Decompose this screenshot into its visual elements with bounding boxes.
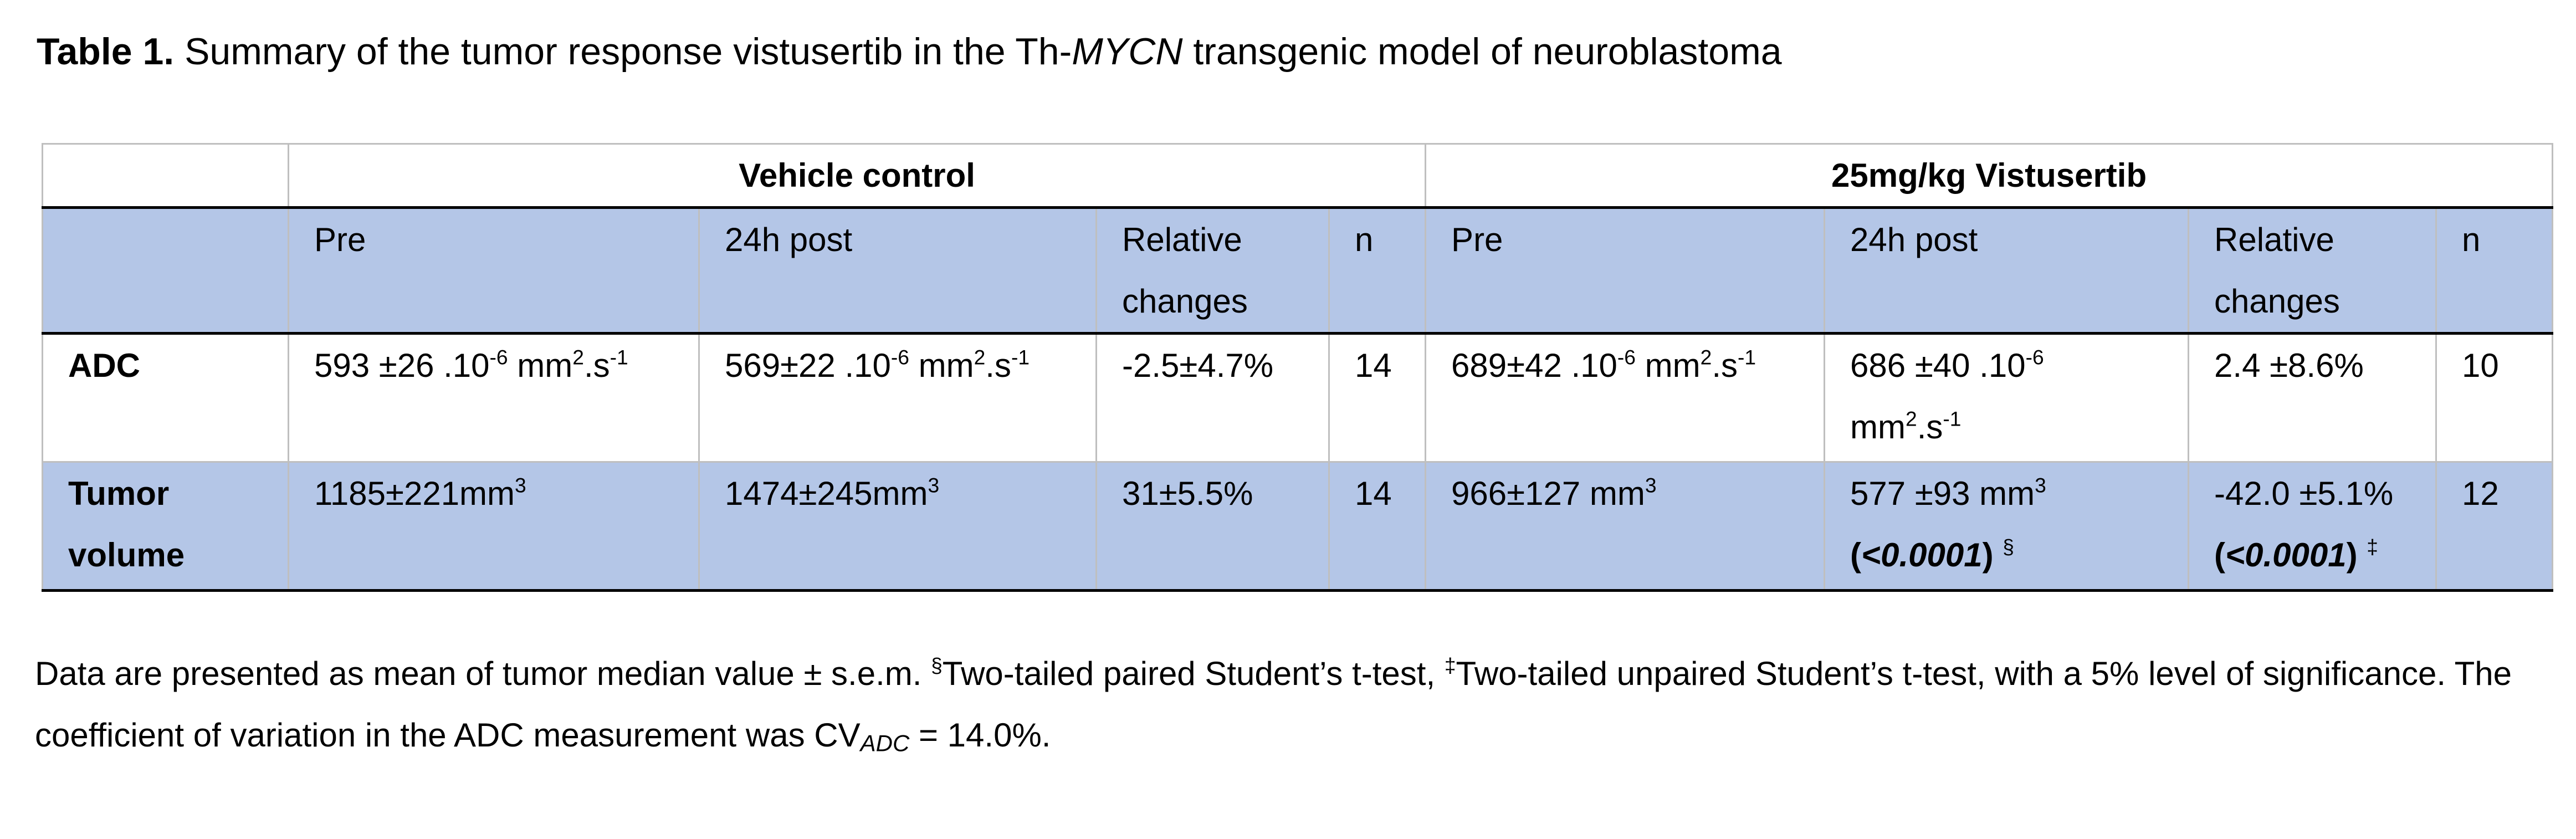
subscript: ADC [860,730,910,756]
cell-text: <0.0001 [2225,536,2347,574]
column-header: 24h post [698,207,1097,335]
data-row: ADC 593 ±26 .10-6 mm2.s-1 569±22 .10-6 m… [42,333,2554,463]
column-header: n [1328,207,1427,335]
superscript: -1 [1943,407,1962,431]
superscript: 2 [974,345,986,369]
cell: -2.5±4.7% [1095,333,1330,463]
cell: 689±42 .10-6 mm2.s-1 [1425,333,1826,463]
cell-text: ( [1850,536,1862,574]
superscript: -6 [489,345,508,369]
cell-text: .s [1712,347,1738,384]
data-row: Tumor volume 1185±221mm3 1474±245mm3 31±… [42,462,2554,592]
title-text: transgenic model of neuroblastoma [1182,30,1782,73]
footnote-text: Data are presented as mean of tumor medi… [35,655,931,692]
superscript: -1 [1737,345,1756,369]
superscript: 2 [1700,345,1712,369]
row-label: Tumor volume [42,462,289,592]
superscript: -6 [890,345,909,369]
superscript: 3 [928,473,940,497]
cell-text: 569±22 .10 [725,347,891,384]
cell: 10 [2435,333,2554,463]
group-header: Vehicle control [287,143,1427,209]
column-header: Relative changes [2188,207,2437,335]
empty-cell [42,143,289,209]
cell-text: 686 ±40 .10 [1850,347,2026,384]
cell: 577 ±93 mm3 (<0.0001) § [1824,462,2190,592]
superscript: -6 [2025,345,2044,369]
cell-text: ) [1982,536,1994,574]
superscript: -6 [1617,345,1636,369]
column-header: Relative changes [1095,207,1330,335]
superscript: -1 [610,345,628,369]
cell-text: ) [2346,536,2358,574]
cell-text: 1474±245mm [725,475,928,512]
footnote-mark: ‡ [2367,535,2378,559]
footnote-text: = 14.0%. [909,717,1051,754]
p-value: (<0.0001) [1850,536,1994,574]
superscript: -1 [1011,345,1030,369]
column-header: n [2435,207,2554,335]
cell-text: -42.0 ±5.1% [2214,475,2394,512]
cell: 966±127 mm3 [1425,462,1826,592]
footnote-text: Two-tailed unpaired Student’s t-test, wi… [35,655,2512,754]
cell-text: 966±127 mm [1451,475,1645,512]
cell-text: mm [508,347,573,384]
cell-text: .s [1917,408,1943,446]
cell-text: <0.0001 [1861,536,1983,574]
cell-text: ( [2214,536,2226,574]
column-header: Pre [1425,207,1826,335]
title-text: Summary of the tumor response vistuserti… [174,30,1072,73]
row-label: ADC [42,333,289,463]
column-header-row: Pre 24h post Relative changes n Pre 24h … [42,207,2554,335]
summary-table: Vehicle control 25mg/kg Vistusertib Pre … [42,143,2554,592]
superscript: 3 [1645,473,1657,497]
table-title: Table 1. Summary of the tumor response v… [37,30,1782,73]
cell: 686 ±40 .10-6 mm2.s-1 [1824,333,2190,463]
group-header-row: Vehicle control 25mg/kg Vistusertib [42,143,2554,209]
superscript: 3 [515,473,526,497]
cell: 14 [1328,333,1427,463]
cell: 31±5.5% [1095,462,1330,592]
footnote: Data are presented as mean of tumor medi… [35,643,2545,766]
cell: 2.4 ±8.6% [2188,333,2437,463]
cell: 12 [2435,462,2554,592]
cell: 1474±245mm3 [698,462,1097,592]
cell-text: 689±42 .10 [1451,347,1617,384]
column-header: Pre [288,207,700,335]
group-header: 25mg/kg Vistusertib [1425,143,2554,209]
cell: 14 [1328,462,1427,592]
title-label: Table 1. [37,30,175,73]
footnote-mark: ‡ [1444,653,1456,677]
cell-text: mm [909,347,974,384]
title-gene: MYCN [1072,30,1183,73]
superscript: 2 [1906,407,1917,431]
footnote-text: Two-tailed paired Student’s t-test, [942,655,1445,692]
cell: 569±22 .10-6 mm2.s-1 [698,333,1097,463]
footnote-mark: § [931,653,943,677]
cell-text: mm [1635,347,1701,384]
footnote-mark: § [2003,535,2014,559]
cell: 593 ±26 .10-6 mm2.s-1 [288,333,700,463]
superscript: 2 [572,345,584,369]
superscript: 3 [2035,473,2046,497]
cell-text: .s [985,347,1011,384]
cell-text: mm [1850,408,1906,446]
cell-text: 1185±221mm [314,475,515,512]
cell-text: 593 ±26 .10 [314,347,490,384]
cell-text: 577 ±93 mm [1850,475,2035,512]
p-value: (<0.0001) [2214,536,2358,574]
cell-text: .s [583,347,610,384]
cell: 1185±221mm3 [288,462,700,592]
cell: -42.0 ±5.1% (<0.0001) ‡ [2188,462,2437,592]
column-header: 24h post [1824,207,2190,335]
empty-cell [42,207,289,335]
